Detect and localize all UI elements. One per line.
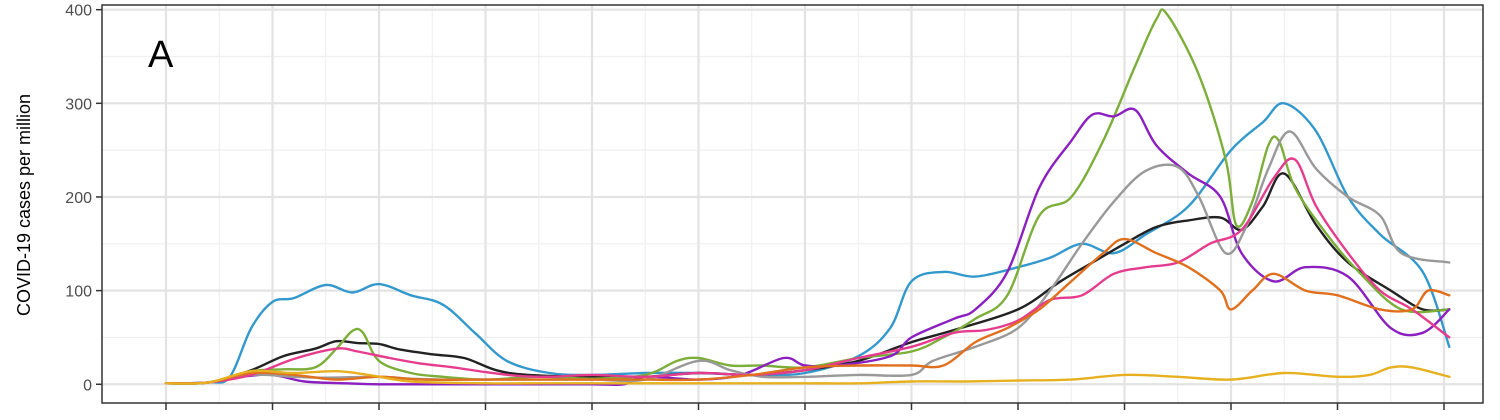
series-line-8 [164,365,1451,385]
y-tick-label: 0 [83,377,92,394]
axes: 0 100 200 300 400 [65,3,1445,410]
y-tick-label: 200 [65,190,92,207]
y-tick-label: 100 [65,284,92,301]
series-line-4 [164,107,1451,387]
y-tick-label: 400 [65,3,92,20]
y-tick-label: 300 [65,96,92,113]
series-line-7 [164,237,1451,385]
panel-border [101,4,1484,404]
grid [102,5,1483,403]
series-line-5 [164,130,1451,385]
panel-label: A [148,34,174,76]
series-line-3 [164,8,1451,385]
series-line-6 [164,157,1451,385]
y-axis-title: COVID-19 cases per million [14,94,34,316]
series-group [164,8,1451,387]
